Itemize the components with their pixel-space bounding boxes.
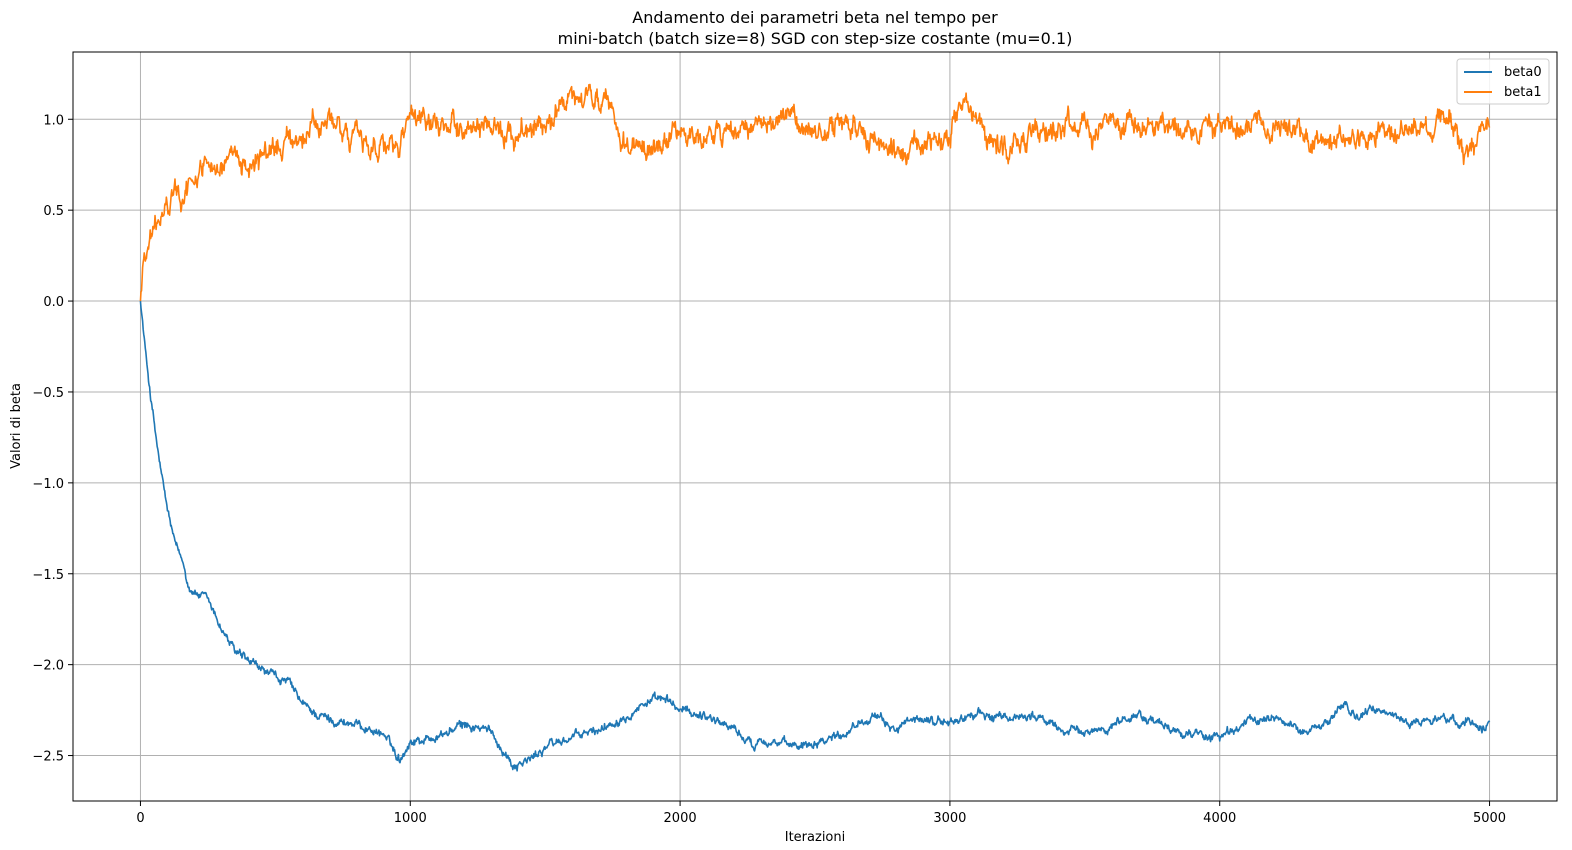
chart-title-line2: mini-batch (batch size=8) SGD con step-s…	[558, 29, 1073, 48]
x-tick-label: 5000	[1473, 811, 1506, 826]
y-tick-label: −1.0	[32, 477, 64, 492]
legend-label-beta1: beta1	[1504, 85, 1542, 100]
x-axis-label: Iterazioni	[785, 830, 845, 845]
chart-title-line1: Andamento dei parametri beta nel tempo p…	[632, 8, 998, 27]
series-line-beta0	[139, 300, 1491, 772]
y-tick-label: 0.0	[43, 295, 64, 310]
series-line-beta1	[139, 83, 1491, 302]
y-tick-label: −2.5	[32, 750, 64, 765]
series-layer	[139, 83, 1491, 772]
y-axis-label: Valori di beta	[9, 383, 24, 469]
y-tick-label: 1.0	[43, 113, 64, 128]
plot-area-frame	[72, 51, 1558, 802]
x-tick-label: 0	[136, 811, 144, 826]
y-tick-label: −0.5	[32, 386, 64, 401]
x-tick-label: 3000	[933, 811, 966, 826]
ticks-layer: 0 1000 2000 3000 4000 5000 −2.5 −2.0 −1.5 −1.0 −0.…	[32, 113, 1506, 826]
y-tick-label: −1.5	[32, 568, 64, 583]
y-tick-label: 0.5	[43, 204, 64, 219]
y-tick-label: −2.0	[32, 659, 64, 674]
grid-layer	[73, 52, 1557, 801]
x-tick-label: 4000	[1203, 811, 1236, 826]
legend: beta0 beta1	[1456, 58, 1550, 105]
legend-label-beta0: beta0	[1504, 65, 1542, 80]
x-tick-label: 1000	[394, 811, 427, 826]
x-tick-label: 2000	[664, 811, 697, 826]
